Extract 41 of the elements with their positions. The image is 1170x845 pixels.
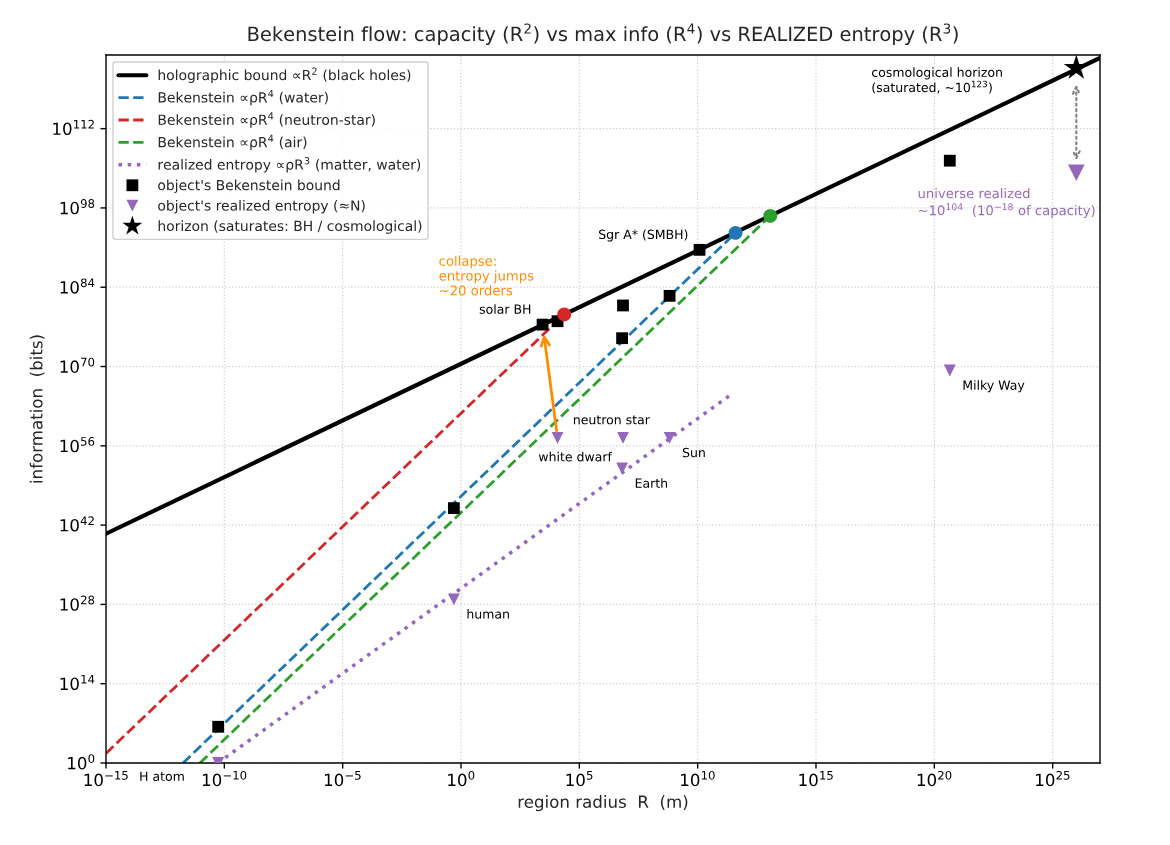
x-axis-title: region radius R (m) [518,795,688,812]
y-tick-label: 10$^{70}$ [60,357,95,373]
annotation: solar BH [479,304,531,314]
legend-label: horizon (saturates: BH / cosmological) [158,220,422,234]
x-tick-label: 10$^{−10}$ [202,770,247,787]
annotation: Sun [682,447,705,458]
y-tick-label: 10$^{28}$ [60,595,95,611]
legend-label: Bekenstein ∝ρR$^{4}$ (water) [158,90,328,106]
chart-title: Bekenstein flow: capacity (R$^{2}$) vs max info (R$^{4}$) vs REALIZED entropy (R$^{3}$) [248,23,958,46]
annotation: Milky Way [963,380,1025,393]
y-tick-label: 10$^{84}$ [60,278,95,294]
legend-label: object's Bekenstein bound [158,179,340,194]
x-tick-label: 10$^{15}$ [799,771,833,787]
x-tick-label: 10$^{10}$ [681,770,715,787]
x-tick-label: 10$^{20}$ [917,770,952,787]
legend-label: realized entropy ∝ρR$^{3}$ (matter, water) [158,157,421,173]
legend-label: Bekenstein ∝ρR$^{4}$ (air) [158,134,307,151]
annotation: H atom [140,771,184,782]
y-tick-label: 10$^{98}$ [60,199,95,215]
annotation: neutron star [573,415,650,425]
legend-label: object's realized entropy (≈N) [158,199,365,214]
x-tick-label: 10$^{−5}$ [324,771,361,787]
annotation: Earth [635,478,668,488]
y-tick-label: 10$^{14}$ [60,675,95,691]
annotation: human [467,609,509,619]
y-axis-title: information (bits) [29,335,45,483]
x-tick-label: 10$^{0}$ [448,770,475,787]
legend-label: holographic bound ∝R$^{2}$ (black holes) [158,67,411,83]
y-tick-label: 10$^{42}$ [60,516,94,532]
annotation: universe realized ∼10$^{104}$ (10$^{−18}$ of capacity) [918,188,1095,218]
y-tick-label: 10$^{56}$ [60,436,95,453]
legend-label: Bekenstein ∝ρR$^{4}$ (neutron-star) [158,112,375,128]
annotation: Sgr A* (SMBH) [599,229,688,242]
x-tick-label: 10$^{−15}$ [84,771,128,787]
x-tick-label: 10$^{25}$ [1036,770,1070,787]
x-tick-label: 10$^{5}$ [566,771,593,787]
annotation: cosmological horizon (saturated, ∼10$^{123}$) [872,67,1002,94]
y-tick-label: 10$^{112}$ [53,119,94,136]
annotation: collapse: entropy jumps ~20 orders [439,255,534,296]
annotation: white dwarf [538,451,613,462]
y-tick-label: 10$^{0}$ [68,754,95,770]
